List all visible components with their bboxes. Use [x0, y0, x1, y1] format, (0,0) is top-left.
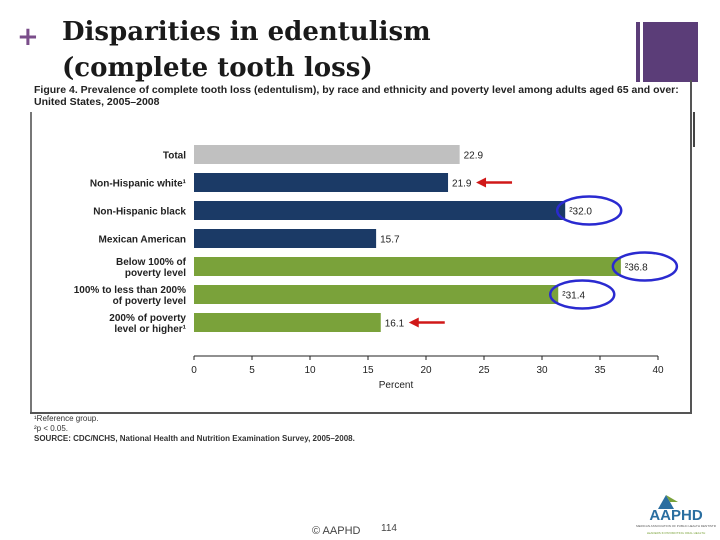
plus-icon: +	[17, 22, 39, 52]
value-label: 22.9	[464, 151, 484, 162]
bar-chart: Total 22.9 Non-Hispanic white¹ 21.9 Non-Hisp…	[74, 145, 679, 391]
figure-frame-left	[30, 112, 32, 412]
bar	[194, 257, 621, 276]
title-line-2: (complete tooth loss)	[62, 53, 373, 83]
value-label: ²31.4	[562, 291, 585, 302]
highlight-circle	[611, 251, 679, 282]
footnote-reference: ¹Reference group.	[34, 414, 99, 423]
x-tick-label: 25	[478, 365, 490, 376]
decorative-bar	[636, 22, 640, 82]
footnote-p-value: ²p < 0.05.	[34, 424, 69, 433]
chart-labels: Total 22.9 Non-Hispanic white¹ 21.9 Non-Hisp…	[74, 151, 648, 336]
x-tick-label: 10	[304, 365, 316, 376]
value-label: 16.1	[385, 319, 405, 330]
category-label: Non-Hispanic white¹	[90, 179, 187, 190]
category-label: poverty level	[125, 268, 186, 279]
chart-axis: 0 5 10 15 20 25 30 35 40 Percent	[191, 355, 664, 391]
logo-peak-blue	[658, 495, 674, 509]
bar	[194, 285, 559, 304]
logo-text: AAPHD	[649, 507, 703, 524]
category-label: Total	[163, 151, 186, 162]
highlight-circle	[555, 195, 623, 226]
category-label: Non-Hispanic black	[93, 207, 186, 218]
logo-peak-green	[666, 495, 678, 502]
logo-tagline-2: LEADERS IN PROMOTING ORAL HEALTH	[647, 531, 706, 535]
page-number: 114	[381, 523, 397, 534]
x-tick-label: 15	[362, 365, 374, 376]
chart-bars	[194, 145, 621, 332]
category-label: level or higher¹	[114, 324, 186, 335]
x-tick-label: 35	[594, 365, 606, 376]
footnote-source: SOURCE: CDC/NCHS, National Health and Nu…	[34, 434, 355, 443]
figure-caption: Figure 4. Prevalence of complete tooth l…	[34, 84, 679, 108]
x-tick-label: 5	[249, 365, 255, 376]
category-label: Mexican American	[99, 235, 186, 246]
figure-frame-tick	[693, 112, 695, 147]
value-label: ²36.8	[625, 263, 648, 274]
x-tick-label: 20	[420, 365, 432, 376]
category-label: of poverty level	[113, 296, 187, 307]
bar	[194, 173, 449, 192]
category-label: 100% to less than 200%	[74, 285, 186, 296]
bar	[194, 145, 460, 164]
x-tick-label: 0	[191, 365, 197, 376]
category-label: Below 100% of	[116, 257, 187, 268]
bar	[194, 313, 381, 332]
copyright-text: © AAPHD	[312, 525, 361, 537]
x-axis-label: Percent	[379, 380, 414, 391]
decorative-box	[643, 22, 698, 82]
logo-tagline: AMERICAN ASSOCIATION OF PUBLIC HEALTH DE…	[636, 524, 716, 528]
value-label: 21.9	[452, 179, 472, 190]
slide-title: Disparities in edentulism (complete toot…	[62, 14, 431, 86]
red-arrow-head	[408, 317, 419, 328]
x-tick-label: 40	[652, 365, 664, 376]
category-label: 200% of poverty	[109, 313, 186, 324]
value-label: 15.7	[380, 235, 400, 246]
value-label: ²32.0	[569, 207, 592, 218]
title-line-1: Disparities in edentulism	[62, 17, 431, 47]
red-arrow-head	[476, 177, 487, 188]
chart-annotations	[408, 177, 679, 328]
aaphd-logo: AAPHD AMERICAN ASSOCIATION OF PUBLIC HEA…	[636, 495, 716, 535]
x-tick-label: 30	[536, 365, 548, 376]
bar	[194, 229, 377, 248]
highlight-circle	[548, 279, 616, 310]
figure-frame	[30, 80, 692, 414]
bar	[194, 201, 566, 220]
